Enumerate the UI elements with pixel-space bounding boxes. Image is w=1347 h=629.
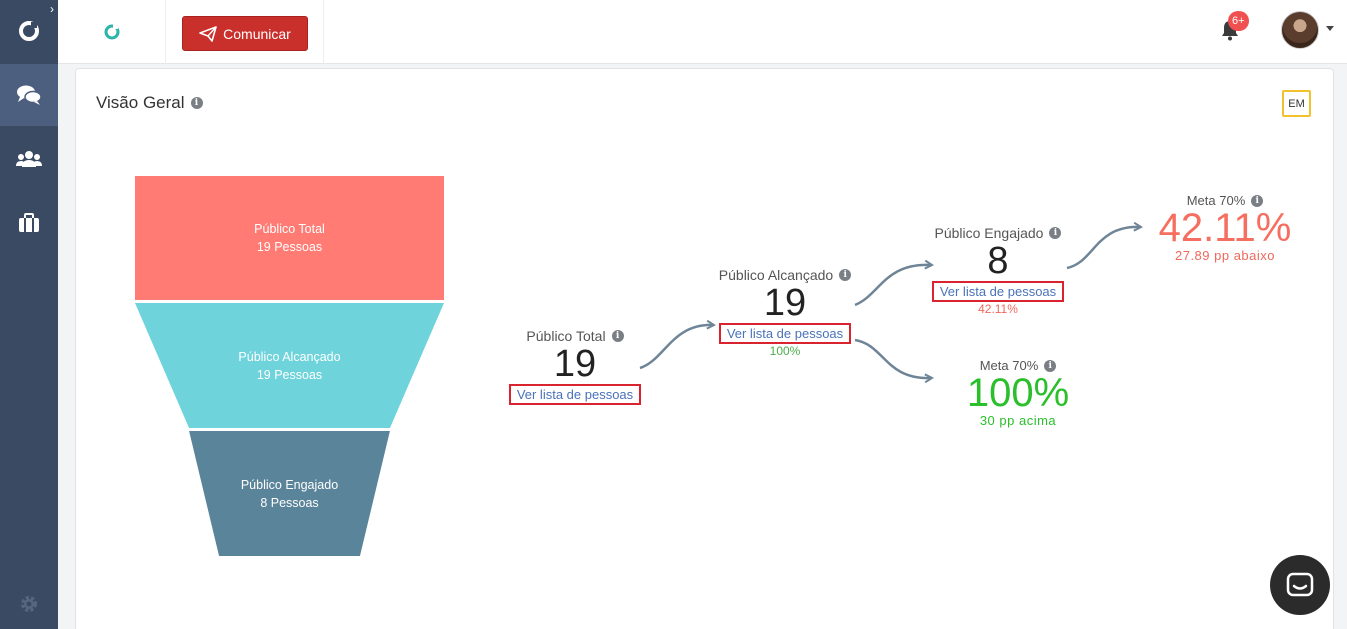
meta-engajado: Meta 70% i 42.11% 27.89 pp abaixo <box>1145 193 1305 263</box>
paper-plane-icon <box>199 25 217 42</box>
sidebar: › <box>0 0 58 629</box>
comunicar-label: Comunicar <box>223 25 291 42</box>
chat-bubbles-icon <box>17 85 42 105</box>
stat-publico-alcancado: Público Alcançado i 19 Ver lista de pess… <box>705 267 865 358</box>
ver-lista-link[interactable]: Ver lista de pessoas <box>931 281 1065 302</box>
info-icon[interactable]: i <box>1251 194 1264 207</box>
em-button[interactable]: EM <box>1282 90 1311 117</box>
funnel-segment-alcancado: Público Alcançado 19 Pessoas <box>135 303 444 428</box>
funnel-segment-count: 19 Pessoas <box>256 240 323 254</box>
meta-value: 42.11% <box>1158 206 1292 250</box>
funnel-segment-label: Público Total <box>254 222 325 236</box>
stat-label: Público Engajado <box>934 225 1044 241</box>
funnel-chart: Público Total 19 Pessoas Público Alcança… <box>135 176 444 556</box>
info-icon[interactable]: i <box>1049 227 1062 239</box>
info-icon[interactable]: i <box>1044 359 1057 372</box>
funnel-segment-total: Público Total 19 Pessoas <box>135 176 444 300</box>
gear-icon <box>21 596 37 612</box>
ver-lista-link[interactable]: Ver lista de pessoas <box>718 323 852 344</box>
page-title: Visão Geral <box>96 93 185 112</box>
chevron-down-icon[interactable] <box>1326 26 1334 31</box>
stat-label: Público Alcançado <box>718 267 834 283</box>
meta-diff: 30 pp acima <box>979 413 1057 428</box>
sidebar-item-campaigns[interactable] <box>0 192 58 254</box>
info-icon[interactable]: i <box>839 269 852 281</box>
stat-label: Público Total <box>526 328 606 344</box>
meta-alcancado: Meta 70% i 100% 30 pp acima <box>938 358 1098 428</box>
sidebar-item-conversations[interactable] <box>0 64 58 126</box>
notification-badge: 6+ <box>1228 11 1249 31</box>
stat-percent: 100% <box>769 344 801 358</box>
briefcase-icon <box>19 213 39 232</box>
comunicar-button[interactable]: Comunicar <box>182 16 308 51</box>
stat-value: 19 <box>553 343 597 385</box>
brand-logo[interactable] <box>58 0 166 64</box>
expand-sidebar-icon[interactable]: › <box>50 2 54 16</box>
funnel-segment-count: 8 Pessoas <box>260 495 319 510</box>
ver-lista-link[interactable]: Ver lista de pessoas <box>508 384 642 405</box>
brand-logo-icon <box>104 24 119 40</box>
stat-publico-total: Público Total i 19 Ver lista de pessoas <box>495 328 655 405</box>
chat-icon <box>1286 572 1314 597</box>
stat-value: 8 <box>987 240 1009 282</box>
settings-gear-icon[interactable] <box>0 589 58 619</box>
logo-icon <box>19 21 39 41</box>
avatar[interactable] <box>1281 11 1319 49</box>
funnel-segment-count: 19 Pessoas <box>256 367 323 382</box>
card-title: Visão Geral i <box>96 93 203 113</box>
funnel-segment-engajado: Público Engajado 8 Pessoas <box>189 431 390 556</box>
topbar: Comunicar 6+ <box>58 0 1347 64</box>
stat-publico-engajado: Público Engajado i 8 Ver lista de pessoa… <box>918 225 1078 316</box>
stat-value: 19 <box>763 282 807 324</box>
stat-percent: 42.11% <box>978 302 1018 316</box>
sidebar-item-users[interactable] <box>0 128 58 190</box>
funnel-segment-label: Público Alcançado <box>238 349 341 364</box>
users-icon <box>16 151 42 167</box>
chat-launcher-button[interactable] <box>1270 555 1330 615</box>
send-area: Comunicar <box>166 0 324 64</box>
app-logo[interactable] <box>0 0 58 62</box>
meta-label: Meta 70% <box>1186 193 1246 208</box>
meta-diff: 27.89 pp abaixo <box>1174 248 1276 263</box>
meta-value: 100% <box>966 371 1070 415</box>
meta-label: Meta 70% <box>979 358 1039 373</box>
funnel-segment-label: Público Engajado <box>240 477 339 492</box>
info-icon[interactable]: i <box>190 97 203 109</box>
info-icon[interactable]: i <box>611 330 624 342</box>
